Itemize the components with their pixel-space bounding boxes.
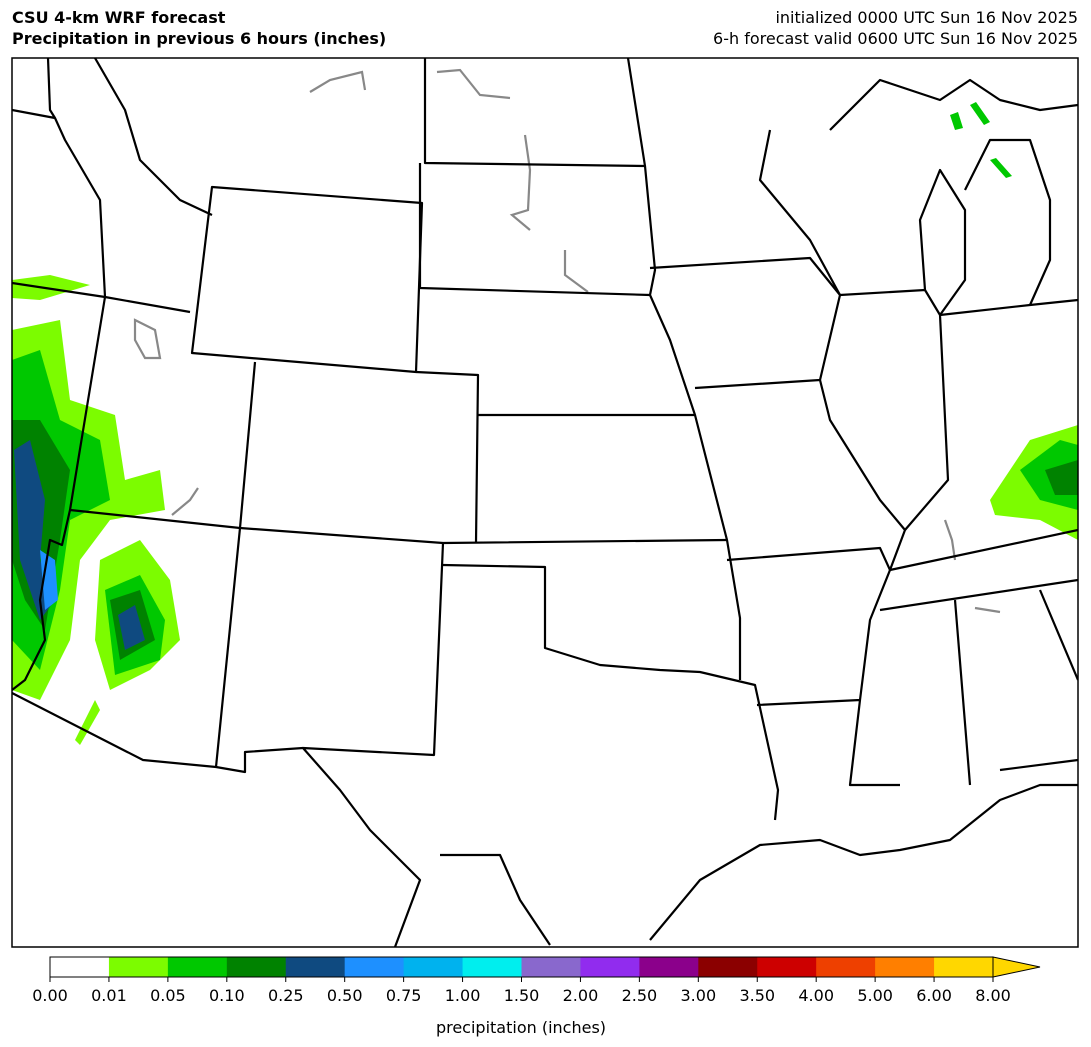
colorbar-box — [934, 957, 994, 977]
colorbar-box — [875, 957, 935, 977]
colorbar-box — [226, 957, 287, 977]
colorbar-tick-label: 8.00 — [975, 986, 1011, 1005]
colorbar-box — [462, 957, 522, 977]
colorbar-tick-label: 0.50 — [327, 986, 363, 1005]
colorbar-box — [108, 957, 169, 977]
colorbar-tick-label: 0.25 — [268, 986, 304, 1005]
colorbar-box — [698, 957, 758, 977]
colorbar-box — [521, 957, 581, 977]
borders — [12, 58, 1078, 947]
colorbar-tick-label: 2.50 — [622, 986, 658, 1005]
colorbar-tick-label: 0.00 — [32, 986, 68, 1005]
colorbar-label: precipitation (inches) — [436, 1018, 606, 1037]
map — [11, 57, 1079, 948]
colorbar-tick-label: 0.10 — [209, 986, 245, 1005]
map-frame — [11, 57, 1079, 948]
colorbar-box — [580, 957, 640, 977]
info-line: 6-h forecast valid 0600 UTC Sun 16 Nov 2… — [713, 29, 1078, 48]
water-bodies — [133, 68, 1001, 614]
colorbar-box — [344, 957, 405, 977]
colorbar-tick-label: 5.00 — [857, 986, 893, 1005]
colorbar-box — [757, 957, 817, 977]
colorbar-tick-label: 3.50 — [739, 986, 775, 1005]
colorbar-extend — [992, 956, 1041, 978]
colorbar-box — [167, 957, 228, 977]
colorbar-tick-label: 1.50 — [504, 986, 540, 1005]
colorbar-tick-label: 6.00 — [916, 986, 952, 1005]
colorbar-tick-label: 4.00 — [798, 986, 834, 1005]
colorbar-box — [285, 957, 346, 977]
colorbar-box — [403, 957, 464, 977]
colorbar-box — [50, 957, 110, 977]
colorbar: 0.00 0.01 0.05 0.10 0.25 0.50 0.75 1.00 1.50 2.00… — [32, 956, 1041, 1005]
colorbar-tick-label: 1.00 — [445, 986, 481, 1005]
colorbar-tick-label: 0.75 — [386, 986, 422, 1005]
title-line: Precipitation in previous 6 hours (inche… — [12, 29, 386, 48]
colorbar-box — [816, 957, 876, 977]
colorbar-tick-label: 2.00 — [563, 986, 599, 1005]
title-line: CSU 4-km WRF forecast — [12, 8, 226, 27]
precip-field — [12, 102, 1078, 745]
colorbar-box — [639, 957, 699, 977]
info-line: initialized 0000 UTC Sun 16 Nov 2025 — [775, 8, 1078, 27]
colorbar-tick-label: 0.01 — [91, 986, 127, 1005]
colorbar-tick-label: 0.05 — [150, 986, 186, 1005]
colorbar-tick-label: 3.00 — [681, 986, 717, 1005]
